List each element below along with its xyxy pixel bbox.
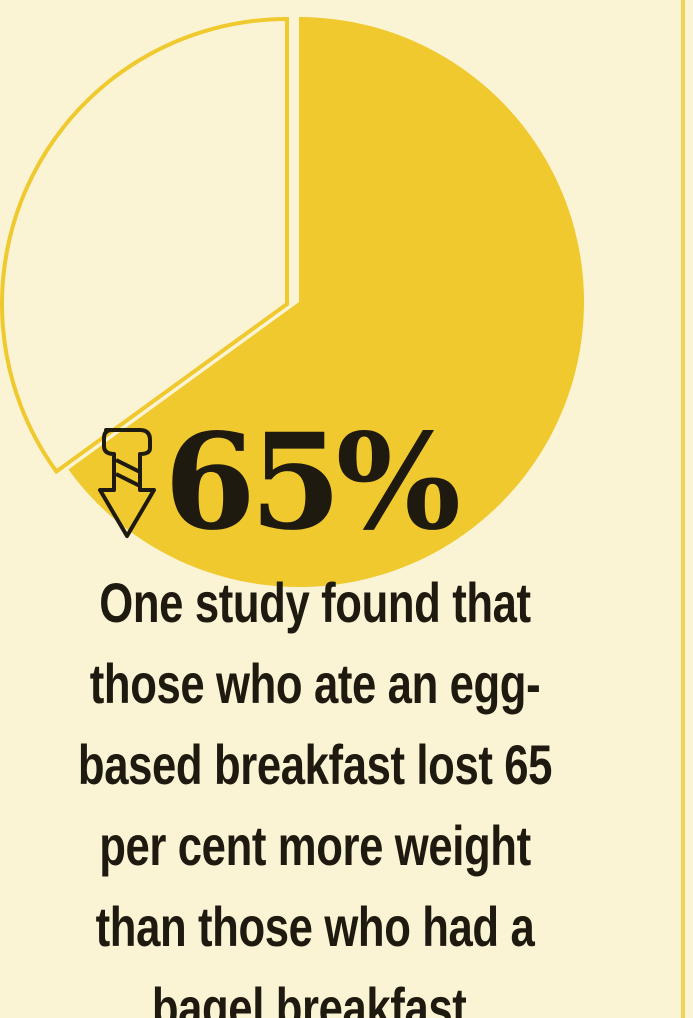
pie-slice-1 (68, 17, 584, 588)
stat-value: 65% (164, 405, 461, 560)
stat-row: 65% (96, 405, 461, 560)
right-divider (681, 0, 685, 1018)
caption-text: One study found that those who ate an eg… (77, 571, 553, 1018)
down-arrow-icon (98, 428, 156, 538)
pie-slice-2 (0, 16, 289, 475)
